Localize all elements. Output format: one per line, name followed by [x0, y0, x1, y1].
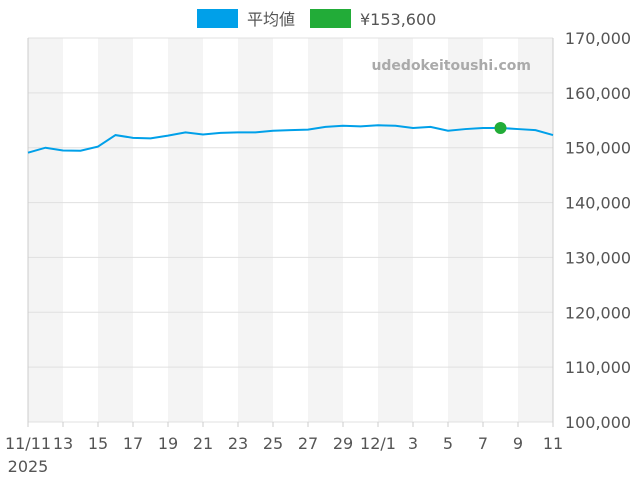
y-tick-label: 130,000	[565, 248, 631, 267]
x-tick-label: 11	[543, 434, 563, 453]
day-band	[448, 38, 483, 422]
y-tick-label: 110,000	[565, 358, 631, 377]
x-tick-label: 29	[333, 434, 353, 453]
day-band	[168, 38, 203, 422]
legend-label-current[interactable]: ¥153,600	[360, 10, 436, 29]
day-band	[518, 38, 553, 422]
x-tick-label: 27	[298, 434, 318, 453]
x-tick-label: 11/11	[5, 434, 51, 453]
x-tick-label: 25	[263, 434, 283, 453]
x-tick-label: 19	[158, 434, 178, 453]
day-band	[98, 38, 133, 422]
x-tick-label: 15	[88, 434, 108, 453]
day-band	[238, 38, 273, 422]
x-tick-label: 21	[193, 434, 213, 453]
y-tick-label: 100,000	[565, 413, 631, 432]
x-tick-label: 23	[228, 434, 248, 453]
x-tick-label: 13	[53, 434, 73, 453]
day-band	[378, 38, 413, 422]
x-tick-label: 7	[478, 434, 488, 453]
legend-label-average[interactable]: 平均値	[247, 10, 295, 29]
y-tick-label: 170,000	[565, 29, 631, 48]
x-tick-label: 3	[408, 434, 418, 453]
legend-swatch-average[interactable]	[197, 9, 238, 28]
x-tick-label: 17	[123, 434, 143, 453]
day-band	[28, 38, 63, 422]
watermark: udedokeitoushi.com	[371, 58, 531, 74]
legend-swatch-current[interactable]	[310, 9, 351, 28]
y-tick-label: 120,000	[565, 303, 631, 322]
series-line	[27, 124, 554, 154]
x-year-label: 2025	[8, 457, 49, 476]
x-tick-label: 12/1	[360, 434, 396, 453]
current-price-point	[494, 121, 507, 134]
y-tick-label: 150,000	[565, 139, 631, 158]
y-tick-label: 160,000	[565, 84, 631, 103]
y-tick-label: 140,000	[565, 194, 631, 213]
x-tick-label: 9	[513, 434, 523, 453]
x-tick-label: 5	[443, 434, 453, 453]
day-band	[308, 38, 343, 422]
